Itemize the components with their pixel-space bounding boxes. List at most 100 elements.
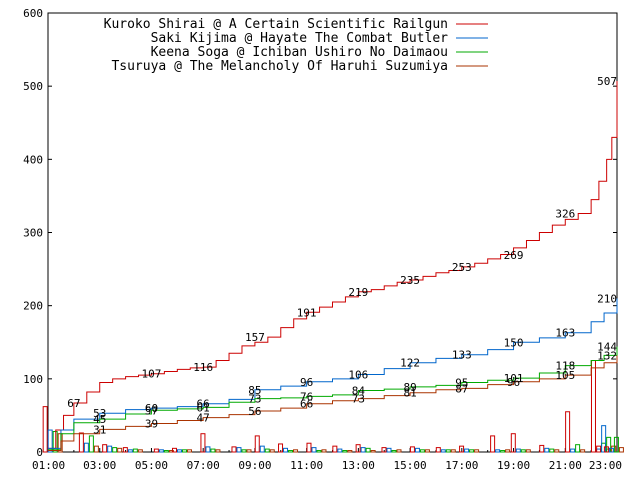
bar — [440, 449, 446, 453]
bar — [490, 435, 496, 453]
data-label: 45 — [93, 413, 106, 426]
bar — [347, 450, 353, 453]
bar — [596, 445, 602, 453]
data-label: 89 — [403, 381, 416, 394]
x-tick-label: 13:00 — [342, 459, 375, 472]
bar — [321, 449, 327, 453]
bar — [264, 448, 270, 453]
bar — [78, 432, 84, 453]
bar — [575, 444, 581, 453]
bar — [132, 448, 138, 453]
data-label: 326 — [555, 207, 575, 220]
legend-label: Tsuruya @ The Melancholy Of Haruhi Suzum… — [111, 59, 448, 74]
bar — [590, 360, 596, 453]
y-tick-label: 100 — [23, 373, 43, 386]
data-label: 95 — [455, 376, 468, 389]
bar — [52, 431, 58, 453]
bar — [505, 449, 511, 453]
plot-frame — [47, 12, 618, 453]
data-label: 87 — [455, 382, 468, 395]
bar — [342, 450, 348, 453]
bar — [469, 449, 475, 453]
legend-label: Kuroko Shirai @ A Certain Scientific Rai… — [104, 17, 448, 32]
bar — [565, 411, 571, 453]
bar — [386, 447, 392, 453]
bar — [210, 448, 216, 453]
bar — [495, 449, 501, 453]
bar — [464, 448, 470, 453]
bar — [554, 449, 560, 453]
bar — [414, 447, 420, 453]
bar — [419, 449, 425, 453]
bar — [246, 449, 252, 453]
bar — [549, 448, 555, 453]
bar — [396, 449, 402, 453]
bar — [137, 449, 143, 453]
bar — [163, 450, 169, 453]
legend-label: Keena Soga @ Ichiban Ushiro No Daimaou — [151, 45, 448, 60]
x-tick-label: 03:00 — [83, 459, 116, 472]
bar — [445, 449, 451, 453]
bar — [47, 429, 53, 453]
bar — [231, 446, 237, 453]
data-label: 507 — [597, 75, 617, 88]
bar — [127, 449, 133, 453]
data-label: 253 — [452, 261, 472, 274]
y-tick-label: 400 — [23, 153, 43, 166]
data-label: 269 — [504, 249, 524, 262]
bar — [168, 450, 174, 453]
bar — [520, 449, 526, 453]
x-tick-label: 15:00 — [394, 459, 427, 472]
bar — [370, 450, 376, 453]
x-tick-label: 19:00 — [497, 459, 530, 472]
bar — [365, 447, 371, 453]
bar — [269, 449, 275, 453]
bar — [153, 448, 159, 453]
y-tick-label: 500 — [23, 80, 43, 93]
data-label: 96 — [507, 376, 520, 389]
bar — [360, 447, 366, 453]
data-label: 144 — [597, 341, 617, 354]
bar — [316, 450, 322, 453]
data-label: 57 — [145, 404, 158, 417]
bar — [102, 444, 108, 453]
bar — [355, 444, 361, 453]
data-label: 66 — [197, 398, 210, 411]
y-tick-label: 600 — [23, 7, 43, 20]
bar — [171, 447, 177, 453]
hourly-bars — [42, 360, 624, 453]
bar — [83, 442, 89, 453]
bar — [608, 447, 614, 453]
data-label: 60 — [145, 402, 158, 415]
bar — [570, 448, 576, 453]
bar — [293, 449, 299, 453]
x-tick-label: 11:00 — [290, 459, 323, 472]
data-label: 150 — [504, 336, 524, 349]
data-label: 85 — [248, 384, 261, 397]
legend-label: Saki Kijima @ Hayate The Combat Butler — [151, 31, 449, 46]
bar — [236, 447, 242, 453]
bar — [435, 447, 441, 453]
data-label: 106 — [348, 368, 368, 381]
bar — [332, 445, 338, 453]
y-tick-label: 300 — [23, 227, 43, 240]
series-line — [48, 355, 618, 452]
bar — [544, 447, 550, 453]
data-label: 105 — [555, 369, 575, 382]
bar — [259, 445, 265, 453]
bar — [539, 444, 545, 453]
bar — [525, 449, 531, 453]
bar — [241, 449, 247, 453]
data-label: 76 — [300, 390, 313, 403]
data-label: 73 — [248, 393, 261, 406]
bar — [601, 425, 607, 453]
bar — [311, 447, 317, 453]
bar — [186, 449, 192, 453]
data-label: 84 — [352, 385, 366, 398]
legend: Kuroko Shirai @ A Certain Scientific Rai… — [104, 17, 488, 74]
bar — [288, 450, 294, 453]
bar — [88, 435, 94, 453]
series-line — [48, 298, 618, 449]
bar — [205, 446, 211, 453]
data-label: 81 — [403, 387, 416, 400]
